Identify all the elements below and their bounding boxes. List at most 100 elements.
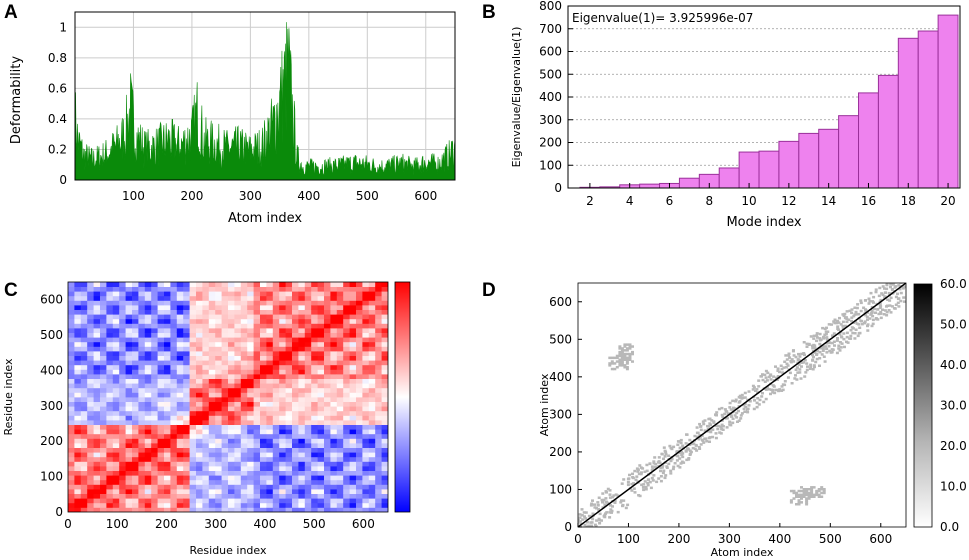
- heatmap-cell: [208, 420, 216, 425]
- heatmap-cell: [196, 438, 203, 444]
- heatmap-cell: [260, 498, 267, 504]
- contact-cell: [618, 352, 622, 356]
- heatmap-cell: [272, 456, 280, 462]
- heatmap-cell: [202, 493, 210, 499]
- heatmap-cell: [253, 300, 261, 306]
- contact-cell: [825, 347, 829, 351]
- heatmap-cell: [183, 493, 190, 499]
- contact-cell: [731, 408, 735, 411]
- heatmap-cell: [215, 314, 222, 320]
- heatmap-cell: [324, 484, 331, 490]
- heatmap-cell: [362, 369, 370, 375]
- heatmap-cell: [349, 443, 357, 448]
- heatmap-cell: [202, 392, 210, 398]
- contact-cell: [879, 316, 883, 320]
- heatmap-cell: [324, 502, 331, 508]
- heatmap-cell: [228, 406, 235, 412]
- heatmap-cell: [196, 332, 203, 338]
- contact-cell: [741, 396, 745, 399]
- heatmap-cell: [381, 433, 388, 439]
- contact-cell: [858, 331, 862, 335]
- heatmap-cell: [132, 502, 139, 508]
- heatmap-cell: [132, 420, 139, 425]
- heatmap-cell: [87, 498, 94, 504]
- heatmap-cell: [202, 489, 210, 494]
- heatmap-cell: [285, 328, 293, 333]
- contact-cell: [818, 337, 822, 340]
- heatmap-cell: [138, 392, 146, 398]
- heatmap-cell: [343, 461, 350, 467]
- heatmap-cell: [74, 461, 82, 467]
- heatmap-cell: [285, 401, 293, 407]
- heatmap-cell: [304, 452, 312, 458]
- heatmap-cell: [343, 392, 350, 398]
- heatmap-cell: [157, 332, 165, 338]
- heatmap-cell: [74, 433, 82, 439]
- heatmap-cell: [144, 466, 152, 471]
- heatmap-cell: [87, 452, 94, 458]
- heatmap-cell: [221, 401, 229, 407]
- heatmap-cell: [138, 300, 146, 306]
- contact-cell: [650, 468, 654, 472]
- heatmap-cell: [292, 300, 299, 306]
- heatmap-cell: [144, 438, 152, 444]
- heatmap-cell: [93, 507, 101, 512]
- panel-c: C 0 100 200 300 400 500 600 010020030040050060…: [2, 280, 411, 557]
- heatmap-cell: [189, 470, 197, 476]
- contact-cell: [620, 350, 624, 354]
- heatmap-cell: [196, 456, 203, 462]
- heatmap-cell: [247, 420, 254, 425]
- contact-cell: [863, 320, 867, 323]
- heatmap-cell: [253, 332, 261, 338]
- heatmap-cell: [253, 443, 261, 448]
- contact-cell: [766, 371, 770, 375]
- heatmap-cell: [311, 351, 318, 356]
- deformability-area: [75, 22, 455, 180]
- heatmap-cell: [317, 383, 325, 389]
- heatmap-cell: [311, 318, 318, 324]
- contact-cell: [815, 332, 819, 335]
- heatmap-cell: [375, 406, 382, 412]
- heatmap-cell: [132, 401, 139, 407]
- contact-cell: [795, 491, 798, 495]
- heatmap-cell: [138, 466, 146, 471]
- heatmap-cell: [279, 282, 286, 287]
- heatmap-cell: [119, 341, 126, 347]
- heatmap-cell: [336, 392, 344, 398]
- heatmap-cell: [228, 364, 235, 370]
- heatmap-cell: [247, 470, 254, 476]
- heatmap-cell: [138, 286, 146, 292]
- contact-cell: [877, 294, 881, 298]
- heatmap-cell: [292, 355, 299, 361]
- heatmap-cell: [202, 401, 210, 407]
- contact-cell: [818, 332, 822, 336]
- heatmap-cell: [112, 360, 120, 366]
- contact-cell: [864, 309, 868, 312]
- contact-cell: [863, 299, 867, 302]
- heatmap-cell: [151, 305, 158, 310]
- heatmap-cell: [119, 397, 126, 402]
- heatmap-cell: [132, 406, 139, 412]
- heatmap-cell: [368, 475, 376, 481]
- heatmap-cell: [368, 433, 376, 439]
- heatmap-cell: [349, 332, 357, 338]
- heatmap-cell: [106, 300, 114, 306]
- heatmap-cell: [247, 341, 254, 347]
- heatmap-cell: [375, 364, 382, 370]
- heatmap-cell: [356, 364, 363, 370]
- heatmap-cell: [368, 498, 376, 504]
- heatmap-cell: [87, 341, 94, 347]
- heatmap-cell: [381, 309, 388, 315]
- heatmap-cell: [151, 475, 158, 481]
- heatmap-cell: [74, 401, 82, 407]
- heatmap-cell: [253, 406, 261, 412]
- contact-cell: [764, 388, 768, 391]
- heatmap-cell: [164, 355, 171, 361]
- heatmap-cell: [228, 456, 235, 462]
- heatmap-cell: [87, 433, 94, 439]
- contact-cell: [860, 322, 864, 326]
- contact-cell: [805, 493, 809, 497]
- heatmap-cell: [138, 401, 146, 407]
- heatmap-cell: [202, 374, 210, 379]
- contact-cell: [575, 514, 578, 517]
